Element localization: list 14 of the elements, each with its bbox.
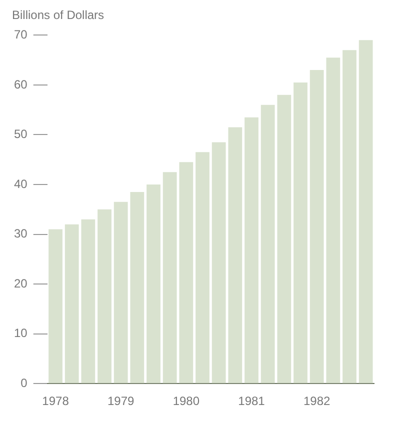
y-tick-label: 20 <box>14 276 28 290</box>
y-tick-label: 0 <box>20 376 28 390</box>
x-tick-label: 1980 <box>172 394 200 408</box>
x-tick-label: 1982 <box>303 394 331 408</box>
y-tick-label: 30 <box>14 226 28 241</box>
y-tick-label: 40 <box>14 176 28 191</box>
y-tick-label: 60 <box>14 77 28 92</box>
x-tick-label: 1979 <box>107 394 135 408</box>
y-tick-label: 10 <box>14 326 28 340</box>
y-axis-title: Billions of Dollars <box>11 8 106 22</box>
y-tick-label: 70 <box>14 28 28 42</box>
x-tick-label: 1981 <box>238 394 266 408</box>
y-tick-label: 50 <box>14 127 28 142</box>
x-tick-label: 1978 <box>42 394 70 408</box>
